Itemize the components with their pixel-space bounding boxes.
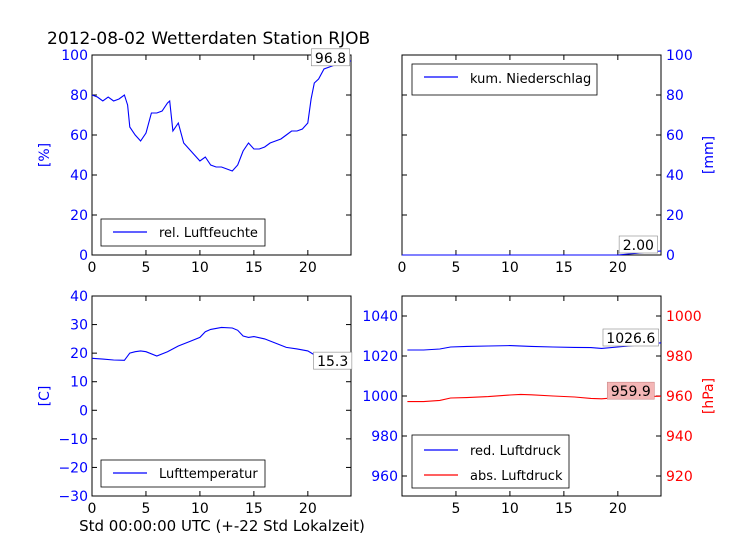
humidity-xtick-label: 15 [245,260,263,276]
humidity-y-tick-label: 80 [70,88,88,104]
pressure-red-last-value-box [602,328,659,347]
humidity-legend-label: rel. Luftfeuchte [159,226,258,241]
pressure-legend-box [411,434,570,489]
temperature-y-tick-label: 20 [70,346,88,362]
pressure-legend-label-red: red. Luftdruck [470,444,561,459]
precipitation-axis-ticks: 0 5 10 15 20 0 20 40 60 80 100 [398,48,693,276]
pressure-axis-ticks: 5 10 15 20 960 980 1000 1020 1040 920 940 960 980 100… [362,296,702,517]
precipitation-legend-box [411,63,598,96]
precipitation-panel: 0 5 10 15 20 0 20 40 60 80 100 [mm] kum. Niedersch… [398,48,717,276]
temperature-xtick-label: 5 [141,501,150,517]
precipitation-xtick-label: 20 [609,260,627,276]
pressure-yleft-tick-label: 980 [371,429,398,445]
temperature-panel: 0 5 10 15 20 −30 −20 −10 0 10 20 30 40 [C] Lufttempe… [37,289,353,517]
temperature-last-value-label: 15.3 [317,354,348,370]
temperature-legend-label: Lufttemperatur [159,467,258,482]
humidity-last-value: 96.8 [310,48,350,67]
pressure-yleft-tick-label: 960 [371,469,398,485]
temperature-y-tick-label: −10 [58,432,88,448]
pressure-yleft-tick-label: 1020 [362,349,398,365]
pressure-abs-last-value-label: 959.9 [611,384,651,400]
humidity-axis-ticks: 0 5 10 15 20 0 20 40 60 80 100 [61,48,351,276]
humidity-xtick-label: 0 [88,260,97,276]
precipitation-y-tick-label: 80 [666,88,684,104]
temperature-y-tick-label: 40 [70,289,88,305]
pressure-xtick-label: 10 [501,501,519,517]
pressure-yright-tick-label: 920 [666,469,693,485]
temperature-last-value: 15.3 [313,351,353,370]
temperature-xtick-label: 20 [299,501,317,517]
pressure-yright-tick-label: 1000 [666,309,702,325]
humidity-plot-frame [91,54,352,256]
humidity-xtick-label: 10 [191,260,209,276]
temperature-xtick-label: 15 [245,501,263,517]
precipitation-y-tick-label: 40 [666,168,684,184]
precipitation-last-value-label: 2.00 [623,238,654,254]
temperature-series [91,326,352,368]
pressure-xtick-label: 20 [609,501,627,517]
humidity-xtick-label: 5 [141,260,150,276]
temperature-y-tick-label: 30 [70,318,88,334]
temperature-y-tick-label: 10 [70,375,88,391]
pressure-legend: red. Luftdruck abs. Luftdruck [411,434,570,489]
temperature-axis-ticks: 0 5 10 15 20 −30 −20 −10 0 10 20 30 40 [58,289,351,517]
x-axis-label: Std 00:00:00 UTC (+-22 Std Lokalzeit) [79,517,365,535]
pressure-xtick-label: 5 [451,501,460,517]
pressure-abs-last-value: 959.9 [606,381,655,400]
precipitation-legend-label: kum. Niederschlag [470,72,591,87]
pressure-red-last-value-label: 1026.6 [606,331,655,347]
humidity-y-tick-label: 20 [70,208,88,224]
pressure-yright-tick-label: 960 [666,389,693,405]
humidity-y-tick-label: 40 [70,168,88,184]
pressure-yright-tick-label: 980 [666,349,693,365]
humidity-y-tick-label: 100 [61,48,88,64]
precipitation-xtick-label: 10 [501,260,519,276]
pressure-legend-label-abs: abs. Luftdruck [470,469,563,484]
temperature-y-tick-label: −20 [58,460,88,476]
pressure-red-last-value: 1026.6 [602,328,659,347]
humidity-series [91,60,351,172]
precipitation-xtick-label: 0 [398,260,407,276]
pressure-xtick-label: 15 [555,501,573,517]
humidity-series-line-0 [91,60,351,172]
humidity-panel: 0 5 10 15 20 0 20 40 60 80 100 [%] rel. Luftfeucht… [37,48,352,276]
temperature-legend: Lufttemperatur [100,459,266,488]
humidity-last-value-label: 96.8 [315,51,346,67]
pressure-yright-tick-label: 940 [666,429,693,445]
humidity-last-value-box [310,48,350,67]
temperature-xtick-label: 10 [191,501,209,517]
temperature-plot-frame [91,295,352,497]
humidity-ylabel: [%] [37,143,53,167]
pressure-yleft-tick-label: 1000 [362,389,398,405]
figure-title: 2012-08-02 Wetterdaten Station RJOB [47,29,370,49]
temperature-y-tick-label: −30 [58,489,88,505]
precipitation-y-tick-label: 60 [666,128,684,144]
pressure-panel: 5 10 15 20 960 980 1000 1020 1040 920 940 960 980 100… [362,295,717,517]
precipitation-last-value: 2.00 [618,235,658,254]
precipitation-legend: kum. Niederschlag [411,63,598,96]
precipitation-xtick-label: 15 [555,260,573,276]
temperature-y-tick-label: 0 [79,403,88,419]
precipitation-last-value-box [618,235,658,254]
precipitation-xtick-label: 5 [451,260,460,276]
precipitation-y-tick-label: 20 [666,208,684,224]
temperature-series-line-0 [91,326,352,368]
precipitation-ylabel: [mm] [701,136,717,174]
humidity-y-tick-label: 0 [79,248,88,264]
temperature-xtick-label: 0 [88,501,97,517]
pressure-yleft-tick-label: 1040 [362,309,398,325]
humidity-legend: rel. Luftfeuchte [100,218,266,247]
precipitation-y-tick-label: 100 [666,48,693,64]
precipitation-y-tick-label: 0 [666,248,675,264]
pressure-abs-last-value-box [606,381,655,400]
temperature-last-value-box [313,351,353,370]
humidity-xtick-label: 20 [299,260,317,276]
humidity-y-tick-label: 60 [70,128,88,144]
temperature-ylabel: [C] [37,386,53,407]
pressure-ylabel: [hPa] [701,378,717,414]
